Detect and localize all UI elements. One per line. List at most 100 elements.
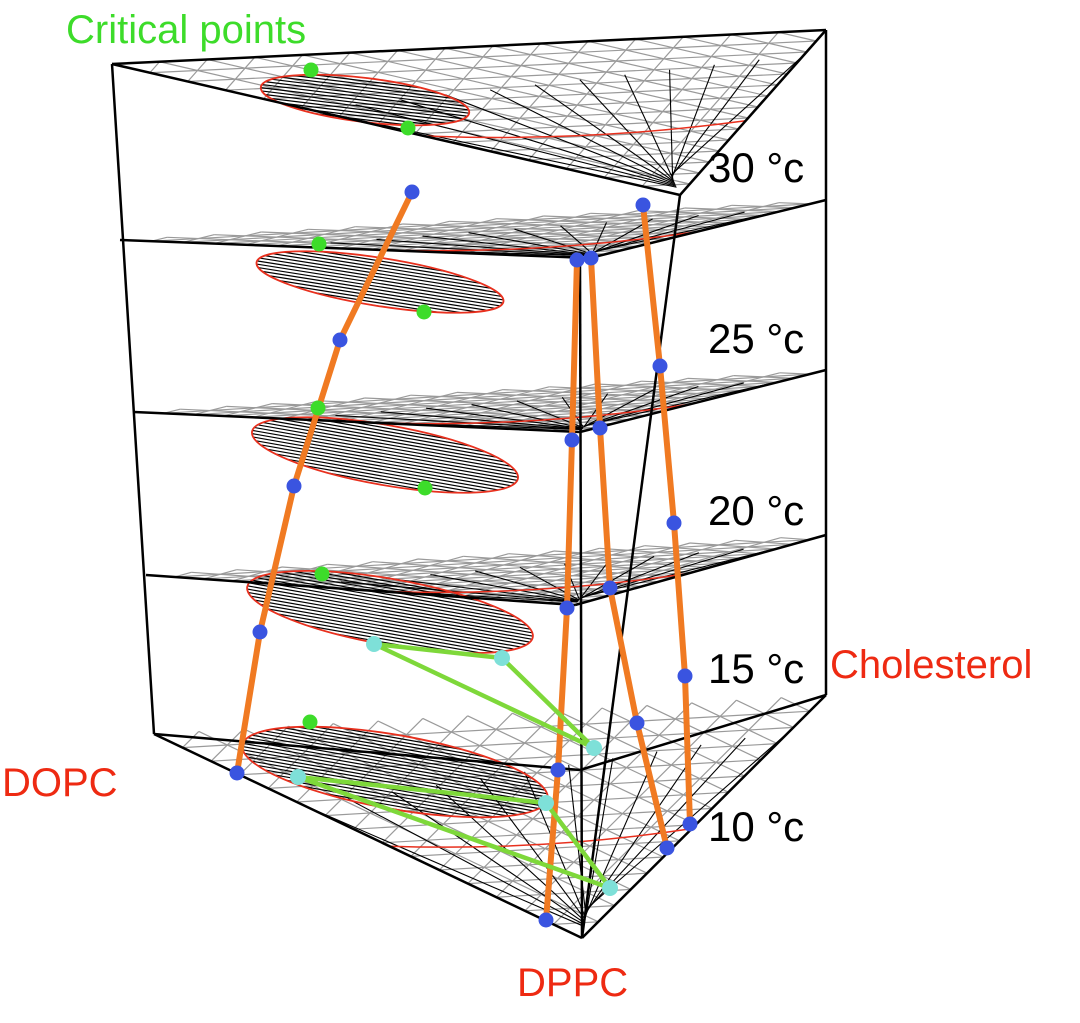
grid-line — [684, 207, 779, 213]
grid-line — [644, 545, 760, 555]
tie-line — [242, 745, 548, 801]
tie-line-end-point — [659, 840, 675, 856]
grid-line — [317, 558, 419, 588]
grid-line — [381, 712, 513, 844]
dppc-label: DPPC — [517, 961, 629, 1005]
tie-line — [248, 448, 515, 497]
tie-line — [534, 84, 675, 183]
tie-line — [248, 451, 515, 500]
tie-line-end-point — [682, 816, 698, 832]
grid-line — [213, 231, 262, 245]
tie-line-end-point — [602, 580, 618, 596]
tie-line — [260, 87, 470, 114]
grid-line — [543, 215, 732, 224]
grid-line — [414, 45, 494, 135]
tie-line — [238, 767, 544, 823]
tie-line-end-curve — [234, 189, 415, 776]
tie-line — [244, 733, 550, 789]
tie-line — [430, 574, 579, 602]
cholesterol-label: Cholesterol — [830, 643, 1033, 687]
critical-point — [314, 566, 330, 582]
critical-points — [302, 62, 433, 730]
grid-line — [210, 728, 245, 762]
grid-line — [683, 36, 797, 64]
grid-line — [225, 56, 256, 91]
three-phase-region — [290, 636, 618, 896]
grid-line — [422, 717, 680, 842]
critical-points-label: Critical points — [66, 8, 307, 52]
tie-line-end-point — [592, 420, 608, 436]
frame-edge — [574, 533, 827, 607]
tie-line — [260, 90, 469, 117]
tie-line — [261, 83, 470, 111]
grid-line — [397, 49, 739, 130]
tie-line — [254, 272, 502, 314]
critical-point — [303, 62, 319, 78]
three-phase-node — [494, 650, 510, 666]
grid-line — [566, 161, 710, 170]
tie-line-end-point — [629, 715, 645, 731]
tie-line — [579, 555, 655, 600]
tie-line — [303, 804, 585, 927]
grid-line — [193, 405, 227, 416]
grid-line — [382, 824, 696, 844]
grid-line — [346, 567, 709, 590]
grid-line — [467, 872, 648, 885]
grid-line — [735, 539, 793, 545]
two-phase-tie-lines — [247, 402, 524, 507]
grid-line — [223, 403, 273, 417]
grid-line — [263, 73, 788, 100]
tie-line — [247, 582, 534, 634]
grid-line — [778, 31, 817, 42]
tie-line — [253, 282, 501, 323]
two-phase-region — [247, 402, 524, 507]
tie-line — [249, 442, 517, 491]
tie-line-end-point — [550, 762, 566, 778]
grid-line — [540, 43, 768, 97]
temperature-label-25: 25 °c — [708, 315, 805, 362]
tie-line — [246, 720, 552, 776]
grid-line — [203, 569, 237, 580]
grid-line — [528, 150, 719, 161]
grid-line — [524, 905, 615, 912]
critical-point — [400, 120, 416, 136]
frame-edge — [119, 238, 591, 260]
tie-line — [243, 604, 530, 656]
tie-line — [247, 585, 534, 637]
critical-point — [310, 400, 326, 416]
grid-line — [182, 207, 795, 243]
tie-line-end-point — [252, 624, 268, 640]
tie-line — [385, 577, 579, 602]
critical-point — [416, 304, 432, 320]
grid-line — [730, 33, 807, 53]
temperature-label-10: 10 °c — [708, 803, 805, 850]
tie-line — [245, 594, 532, 647]
tie-line — [262, 74, 471, 102]
grid-line — [445, 47, 749, 119]
tie-line — [422, 235, 592, 256]
layer-4 — [154, 695, 826, 938]
tie-line — [514, 228, 593, 255]
tie-line-end-point — [404, 184, 420, 200]
grid-line — [417, 558, 676, 578]
frame-edge — [578, 264, 584, 939]
tie-line — [245, 723, 552, 779]
frame-edge — [579, 368, 827, 434]
tie-line — [252, 426, 519, 475]
tie-line — [259, 93, 469, 121]
frame-edge — [145, 573, 576, 607]
tie-line — [250, 439, 517, 488]
grid-line — [402, 223, 685, 236]
grid-line — [687, 377, 777, 383]
tie-line — [246, 591, 532, 644]
three-phase-node — [602, 880, 618, 896]
grid-line — [149, 61, 161, 74]
frame-edge — [110, 63, 156, 735]
grid-line — [252, 400, 319, 418]
frame-edge — [111, 62, 681, 197]
tie-line — [579, 559, 610, 600]
critical-point — [302, 714, 318, 730]
frame-edge — [579, 693, 827, 772]
frame-edge — [589, 198, 827, 260]
tie-line-end-point — [332, 332, 348, 348]
